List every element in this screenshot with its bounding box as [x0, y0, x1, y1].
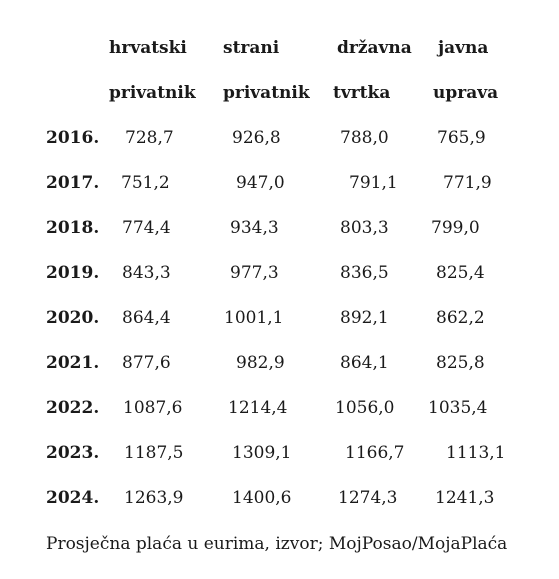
cell-2016-strani-privatnik: 926,8 — [232, 128, 281, 148]
cell-2024-strani-privatnik: 1400,6 — [232, 488, 292, 508]
row-year-2021: 2021. — [46, 353, 100, 373]
cell-2021-drzavna-tvrtka: 864,1 — [340, 353, 389, 373]
row-year-2022: 2022. — [46, 398, 100, 418]
cell-2021-strani-privatnik: 982,9 — [236, 353, 285, 373]
header-strani-privatnik-line2: privatnik — [223, 83, 310, 103]
row-year-2024: 2024. — [46, 488, 100, 508]
row-year-2023: 2023. — [46, 443, 100, 463]
row-year-2019: 2019. — [46, 263, 100, 283]
cell-2021-hrvatski-privatnik: 877,6 — [122, 353, 171, 373]
row-year-2018: 2018. — [46, 218, 100, 238]
cell-2019-hrvatski-privatnik: 843,3 — [122, 263, 171, 283]
cell-2018-javna-uprava: 799,0 — [431, 218, 480, 238]
cell-2016-javna-uprava: 765,9 — [437, 128, 486, 148]
cell-2021-javna-uprava: 825,8 — [436, 353, 485, 373]
cell-2017-javna-uprava: 771,9 — [443, 173, 492, 193]
cell-2018-hrvatski-privatnik: 774,4 — [122, 218, 171, 238]
cell-2023-javna-uprava: 1113,1 — [446, 443, 506, 463]
header-hrvatski-privatnik-line1: hrvatski — [109, 38, 187, 58]
cell-2023-strani-privatnik: 1309,1 — [232, 443, 292, 463]
header-drzavna-tvrtka-line2: tvrtka — [333, 83, 391, 103]
cell-2022-hrvatski-privatnik: 1087,6 — [123, 398, 183, 418]
cell-2022-strani-privatnik: 1214,4 — [228, 398, 288, 418]
cell-2016-drzavna-tvrtka: 788,0 — [340, 128, 389, 148]
header-strani-privatnik-line1: strani — [223, 38, 280, 58]
cell-2024-hrvatski-privatnik: 1263,9 — [124, 488, 184, 508]
cell-2017-strani-privatnik: 947,0 — [236, 173, 285, 193]
cell-2020-drzavna-tvrtka: 892,1 — [340, 308, 389, 328]
cell-2018-strani-privatnik: 934,3 — [230, 218, 279, 238]
cell-2016-hrvatski-privatnik: 728,7 — [125, 128, 174, 148]
cell-2019-javna-uprava: 825,4 — [436, 263, 485, 283]
cell-2024-javna-uprava: 1241,3 — [435, 488, 495, 508]
row-year-2016: 2016. — [46, 128, 100, 148]
cell-2020-strani-privatnik: 1001,1 — [224, 308, 284, 328]
header-drzavna-tvrtka-line1: državna — [337, 38, 412, 58]
header-javna-uprava-line1: javna — [438, 38, 489, 58]
cell-2024-drzavna-tvrtka: 1274,3 — [338, 488, 398, 508]
header-hrvatski-privatnik-line2: privatnik — [109, 83, 196, 103]
cell-2022-drzavna-tvrtka: 1056,0 — [335, 398, 395, 418]
cell-2018-drzavna-tvrtka: 803,3 — [340, 218, 389, 238]
cell-2017-hrvatski-privatnik: 751,2 — [121, 173, 170, 193]
header-javna-uprava-line2: uprava — [433, 83, 499, 103]
cell-2020-hrvatski-privatnik: 864,4 — [122, 308, 171, 328]
cell-2023-hrvatski-privatnik: 1187,5 — [124, 443, 184, 463]
cell-2017-drzavna-tvrtka: 791,1 — [349, 173, 398, 193]
cell-2020-javna-uprava: 862,2 — [436, 308, 485, 328]
table-caption: Prosječna plaća u eurima, izvor; MojPosa… — [46, 534, 508, 554]
cell-2022-javna-uprava: 1035,4 — [428, 398, 488, 418]
cell-2019-strani-privatnik: 977,3 — [230, 263, 279, 283]
row-year-2017: 2017. — [46, 173, 100, 193]
cell-2023-drzavna-tvrtka: 1166,7 — [345, 443, 405, 463]
cell-2019-drzavna-tvrtka: 836,5 — [340, 263, 389, 283]
row-year-2020: 2020. — [46, 308, 100, 328]
